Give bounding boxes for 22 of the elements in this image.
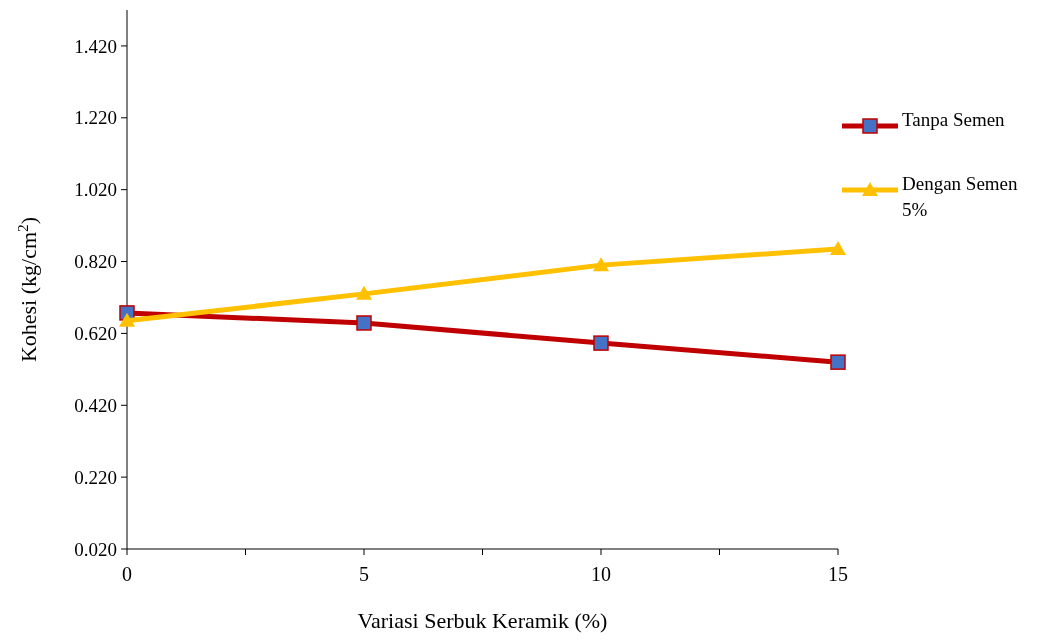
y-tick-label: 0.420 — [74, 394, 117, 416]
point — [830, 354, 846, 370]
y-tick-label: 1.020 — [74, 179, 117, 201]
point — [593, 335, 609, 351]
point — [356, 315, 372, 331]
y-tick-label: 0.020 — [74, 538, 117, 560]
x-tick-label: 10 — [591, 563, 611, 585]
y-tick-label: 0.820 — [74, 251, 117, 273]
y-tick-label: 0.220 — [74, 466, 117, 488]
y-tick-label: 1.420 — [74, 35, 117, 57]
point — [119, 312, 135, 327]
point — [593, 257, 609, 272]
x-tick-label: 0 — [122, 563, 132, 585]
y-tick-label: 1.220 — [74, 107, 117, 129]
legend-label: Tanpa Semen — [902, 109, 1006, 130]
legend-label: Dengan Semen 5% — [902, 173, 1019, 220]
x-tick-label: 5 — [359, 563, 369, 585]
y-tick-label: 0.620 — [74, 323, 117, 345]
x-tick-label: 15 — [828, 563, 848, 585]
x-axis-title: Variasi Serbuk Keramik (%) — [357, 608, 608, 633]
point — [356, 285, 372, 300]
point — [830, 240, 846, 255]
